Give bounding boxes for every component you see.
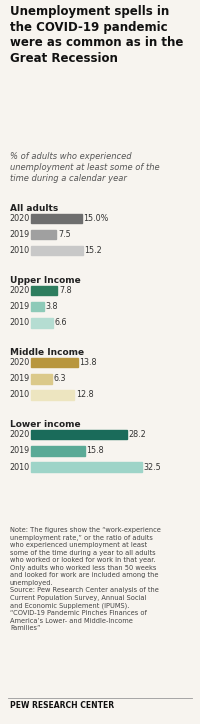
Bar: [31, 319, 53, 327]
Text: 15.0%: 15.0%: [84, 214, 109, 223]
Text: Upper Income: Upper Income: [10, 277, 81, 285]
Text: PEW RESEARCH CENTER: PEW RESEARCH CENTER: [10, 701, 114, 710]
Bar: [31, 430, 127, 439]
Text: 7.8: 7.8: [59, 286, 72, 295]
Bar: [31, 390, 74, 400]
Bar: [31, 446, 85, 455]
Text: 2019: 2019: [9, 303, 29, 311]
Bar: [31, 246, 83, 256]
Text: 2010: 2010: [9, 390, 29, 400]
Text: Middle Income: Middle Income: [10, 348, 84, 358]
Text: 2010: 2010: [9, 463, 29, 471]
Text: 2019: 2019: [9, 374, 29, 383]
Text: 2010: 2010: [9, 246, 29, 256]
Bar: [31, 286, 57, 295]
Text: % of adults who experienced
unemployment at least some of the
time during a cale: % of adults who experienced unemployment…: [10, 152, 160, 183]
Text: 13.8: 13.8: [79, 358, 97, 367]
Text: 3.8: 3.8: [45, 303, 58, 311]
Text: 32.5: 32.5: [144, 463, 161, 471]
Text: 2020: 2020: [9, 430, 29, 439]
Text: 15.2: 15.2: [84, 246, 102, 256]
Text: 28.2: 28.2: [129, 430, 147, 439]
Bar: [31, 214, 82, 223]
Text: 2019: 2019: [9, 230, 29, 239]
Text: 2020: 2020: [9, 286, 29, 295]
Text: 15.8: 15.8: [86, 447, 104, 455]
Text: 2019: 2019: [9, 447, 29, 455]
Text: 2020: 2020: [9, 358, 29, 367]
Text: Note: The figures show the “work-experience
unemployment rate,” or the ratio of : Note: The figures show the “work-experie…: [10, 527, 161, 631]
Text: Lower income: Lower income: [10, 421, 81, 429]
Text: 7.5: 7.5: [58, 230, 71, 239]
Text: 6.3: 6.3: [54, 374, 66, 383]
Text: All adults: All adults: [10, 204, 58, 213]
Text: Unemployment spells in
the COVID-19 pandemic
were as common as in the
Great Rece: Unemployment spells in the COVID-19 pand…: [10, 5, 183, 64]
Text: 6.6: 6.6: [55, 319, 67, 327]
Bar: [31, 302, 44, 311]
Bar: [31, 358, 78, 367]
Text: 12.8: 12.8: [76, 390, 94, 400]
Text: 2010: 2010: [9, 319, 29, 327]
Bar: [31, 230, 56, 240]
Bar: [31, 374, 52, 384]
Bar: [31, 463, 142, 471]
Text: 2020: 2020: [9, 214, 29, 223]
